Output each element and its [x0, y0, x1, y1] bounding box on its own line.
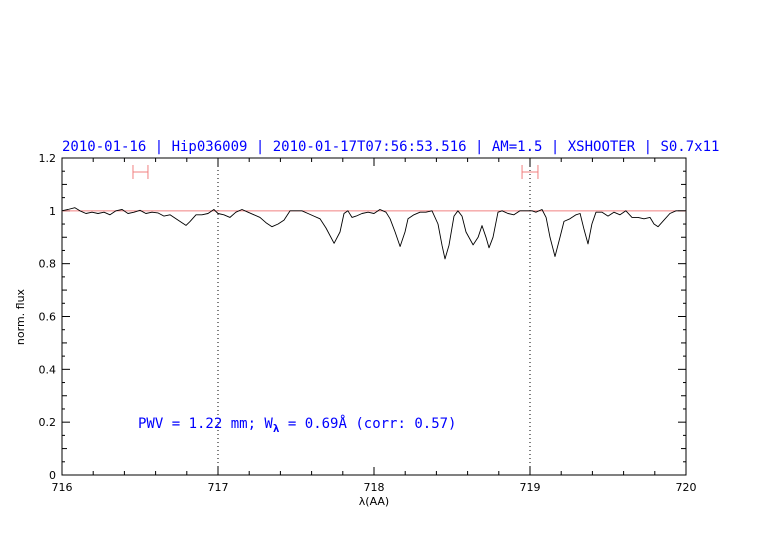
- y-tick-label: 0: [49, 469, 56, 482]
- y-axis-label: norm. flux: [14, 288, 27, 345]
- annotation-subscript: λ: [273, 422, 280, 435]
- annotation-prefix: PWV = 1.22 mm; W: [138, 416, 273, 432]
- y-tick-label: 0.8: [39, 258, 57, 271]
- pwv-annotation: PWV = 1.22 mm; Wλ = 0.69Å (corr: 0.57): [138, 415, 457, 435]
- y-tick-label: 1.2: [39, 152, 57, 165]
- spectrum-line: [61, 207, 686, 260]
- x-axis-label: λ(AA): [359, 495, 389, 508]
- y-tick-label: 0.4: [39, 363, 57, 376]
- chart-title: 2010-01-16 | Hip036009 | 2010-01-17T07:5…: [62, 139, 719, 155]
- y-tick-label: 0.6: [39, 311, 57, 324]
- x-tick-label: 716: [52, 481, 73, 494]
- x-tick-label: 719: [520, 481, 541, 494]
- x-tick-label: 717: [208, 481, 229, 494]
- x-tick-label: 718: [364, 481, 385, 494]
- x-tick-label: 720: [676, 481, 697, 494]
- plot-area: 716 717 718 719 720 0 0.2 0.4 0.6 0.8 1 1.2: [39, 152, 697, 494]
- y-tick-label: 0.2: [39, 416, 57, 429]
- annotation-suffix: = 0.69Å (corr: 0.57): [279, 415, 456, 432]
- y-tick-label: 1: [49, 205, 56, 218]
